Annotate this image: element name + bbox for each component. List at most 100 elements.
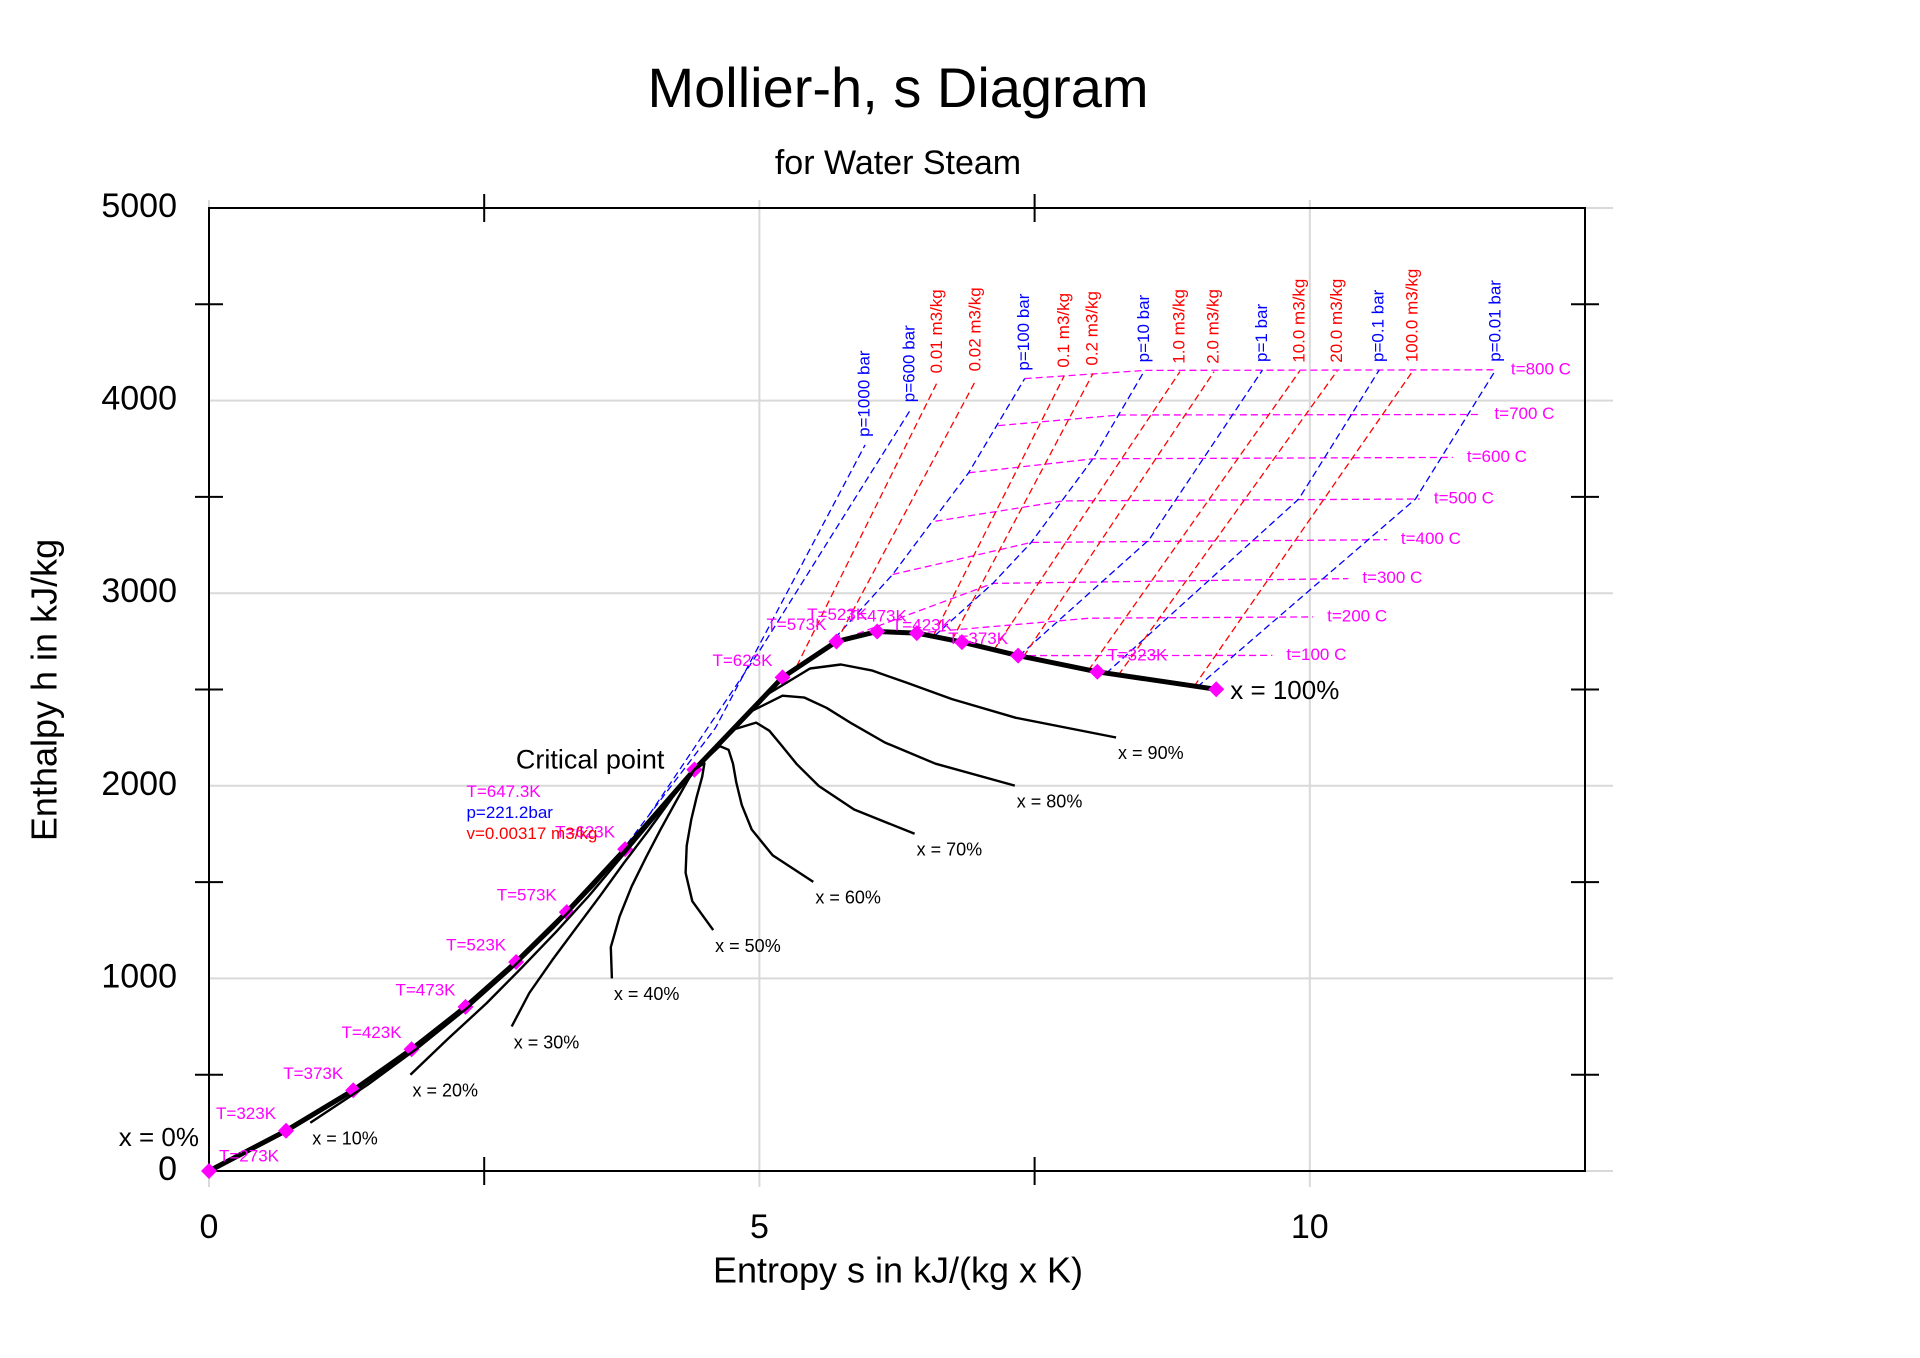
isoline xyxy=(626,444,866,844)
isoline xyxy=(933,370,1146,637)
point-label: T=373K xyxy=(283,1064,344,1083)
series-label: 10.0 m3/kg xyxy=(1289,279,1308,363)
point-label: T=523K xyxy=(807,605,868,624)
isoline xyxy=(993,371,1181,651)
isoline xyxy=(1024,369,1497,380)
series-label: x = 10% xyxy=(312,1129,378,1149)
isoline xyxy=(1193,369,1414,687)
isoline xyxy=(835,379,977,642)
point-marker xyxy=(828,633,845,650)
annotation: Critical point xyxy=(516,745,665,775)
series-label: t=200 C xyxy=(1327,606,1387,625)
series-label: x = 70% xyxy=(917,840,983,860)
saturation-line xyxy=(207,767,697,1174)
isoline xyxy=(827,378,1026,647)
point-marker xyxy=(869,623,886,640)
y-axis-label: Enthalpy h in kJ/kg xyxy=(24,539,65,841)
point-marker xyxy=(1089,663,1106,680)
series-label: t=500 C xyxy=(1434,489,1494,508)
quality-line xyxy=(510,768,696,1028)
series-label: t=400 C xyxy=(1401,529,1461,548)
x-tick-label: 0 xyxy=(200,1208,219,1246)
chart-title: Mollier-h, s Diagram xyxy=(648,56,1149,119)
isoline xyxy=(1117,370,1338,676)
y-tick-label: 0 xyxy=(158,1150,177,1188)
y-tick-label: 3000 xyxy=(101,572,177,610)
isoline xyxy=(935,498,1420,522)
quality-line xyxy=(409,768,696,1076)
series-label: 0.01 m3/kg xyxy=(927,289,946,373)
series-label: p=1000 bar xyxy=(855,350,874,437)
series-label: x = 100% xyxy=(1230,675,1339,705)
isoline xyxy=(1018,369,1264,657)
point-label: T=423K xyxy=(342,1023,403,1042)
quality-line xyxy=(684,762,715,931)
quality-line xyxy=(693,663,1117,771)
point-marker xyxy=(508,954,525,971)
quality-line xyxy=(693,694,1016,787)
x-tick-label: 5 xyxy=(750,1208,769,1246)
y-tick-label: 4000 xyxy=(101,380,177,418)
series-label: t=700 C xyxy=(1494,404,1554,423)
series-label: 0.1 m3/kg xyxy=(1054,293,1073,368)
point-label: T=623K xyxy=(713,651,774,670)
point-label: T=473K xyxy=(395,980,456,999)
series-label: x = 20% xyxy=(412,1080,478,1100)
chart-subtitle: for Water Steam xyxy=(775,144,1021,182)
point-label: T=473K xyxy=(847,607,908,626)
x-axis-label: Entropy s in kJ/(kg x K) xyxy=(713,1250,1083,1291)
x-tick-label: 10 xyxy=(1291,1208,1329,1246)
point-marker xyxy=(1208,681,1225,698)
isoline xyxy=(998,413,1481,427)
point-marker xyxy=(403,1041,420,1058)
plot-frame xyxy=(208,207,1586,1172)
series-label: 100.0 m3/kg xyxy=(1403,269,1422,363)
isoline xyxy=(916,616,1314,634)
series-label: 2.0 m3/kg xyxy=(1204,289,1223,364)
quality-line xyxy=(609,768,696,979)
quality-line xyxy=(693,721,916,835)
series-label: x = 30% xyxy=(514,1032,580,1052)
series-label: x = 0% xyxy=(119,1122,199,1152)
series-label: t=100 C xyxy=(1286,645,1346,664)
quality-line xyxy=(309,768,696,1124)
point-label: T=323K xyxy=(216,1104,277,1123)
isoline xyxy=(932,375,1065,637)
series-label: t=600 C xyxy=(1467,447,1527,466)
quality-line xyxy=(693,744,814,883)
point-label: T=323K xyxy=(1107,645,1168,664)
point-label: T=373K xyxy=(948,629,1009,648)
annotation: v=0.00317 m3/kg xyxy=(466,824,597,843)
point-label: T=573K xyxy=(497,886,558,905)
series-label: 1.0 m3/kg xyxy=(1169,289,1188,364)
series-label: 0.02 m3/kg xyxy=(966,287,985,371)
point-label: T=573K xyxy=(766,615,827,634)
isoline xyxy=(892,539,1387,576)
isoline xyxy=(796,381,939,667)
isoline xyxy=(1087,370,1301,671)
series-label: t=300 C xyxy=(1362,568,1422,587)
point-label: T=273K xyxy=(219,1146,280,1165)
point-marker xyxy=(278,1122,295,1139)
isoline xyxy=(951,373,1094,641)
point-label: T=423K xyxy=(892,616,953,635)
series-label: t=800 C xyxy=(1511,359,1571,378)
series-label: x = 80% xyxy=(1017,791,1083,811)
y-tick-label: 2000 xyxy=(101,765,177,803)
isoline xyxy=(968,456,1453,474)
isoline xyxy=(1023,371,1215,657)
point-label: T=523K xyxy=(446,936,507,955)
series-label: p=10 bar xyxy=(1134,294,1153,362)
series-label: p=600 bar xyxy=(900,325,919,402)
series-label: x = 90% xyxy=(1118,743,1184,763)
y-tick-label: 5000 xyxy=(101,187,177,225)
point-marker xyxy=(457,998,474,1015)
annotation: T=647.3K xyxy=(466,782,541,801)
annotation: p=221.2bar xyxy=(466,803,553,822)
point-marker xyxy=(345,1082,362,1099)
series-label: p=1 bar xyxy=(1252,304,1271,362)
series-label: p=0.1 bar xyxy=(1369,289,1388,362)
series-label: p=100 bar xyxy=(1014,293,1033,370)
